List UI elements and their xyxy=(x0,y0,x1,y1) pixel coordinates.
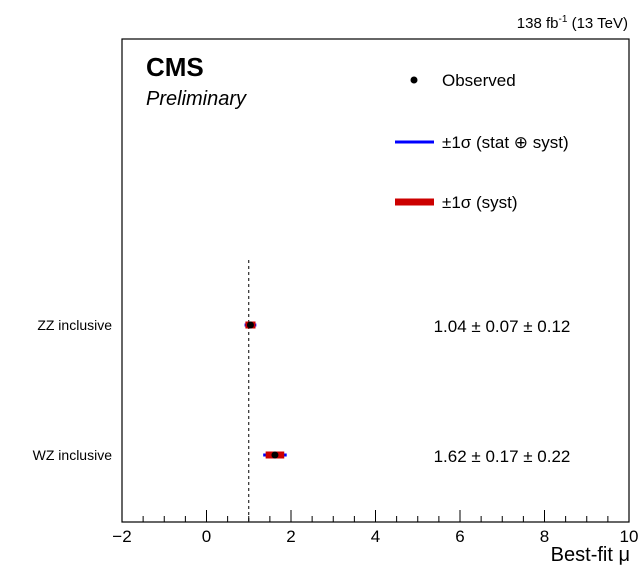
value-label: 1.04 ± 0.07 ± 0.12 xyxy=(434,317,571,336)
x-tick-label: 6 xyxy=(455,527,464,546)
data-rows: ZZ inclusive 1.04 ± 0.07 ± 0.12 WZ inclusi… xyxy=(33,317,571,466)
status-label: Preliminary xyxy=(146,88,247,110)
value-label: 1.62 ± 0.17 ± 0.22 xyxy=(434,447,571,466)
row-label: ZZ inclusive xyxy=(37,317,112,333)
x-axis: −2 0 2 4 6 8 10 xyxy=(112,510,638,546)
x-tick-label: 8 xyxy=(540,527,549,546)
x-tick-label: 10 xyxy=(620,527,639,546)
data-row: WZ inclusive 1.62 ± 0.17 ± 0.22 xyxy=(33,447,571,466)
observed-point xyxy=(246,321,254,329)
observed-point xyxy=(271,451,279,459)
legend-observed-marker xyxy=(410,76,418,84)
x-tick-label: 2 xyxy=(286,527,295,546)
legend-syst-label: ±1σ (syst) xyxy=(442,193,518,212)
x-tick-label: 0 xyxy=(202,527,211,546)
experiment-label: CMS xyxy=(146,52,204,82)
x-tick-label: 4 xyxy=(371,527,380,546)
legend-total-label: ±1σ (stat ⊕ syst) xyxy=(442,133,569,152)
legend-observed-label: Observed xyxy=(442,71,516,90)
lumi-label: 138 fb-1 (13 TeV) xyxy=(517,14,628,32)
data-row: ZZ inclusive 1.04 ± 0.07 ± 0.12 xyxy=(37,317,570,336)
row-label: WZ inclusive xyxy=(33,447,113,463)
x-tick-label: −2 xyxy=(112,527,131,546)
x-axis-title: Best-fit μ xyxy=(551,544,630,566)
